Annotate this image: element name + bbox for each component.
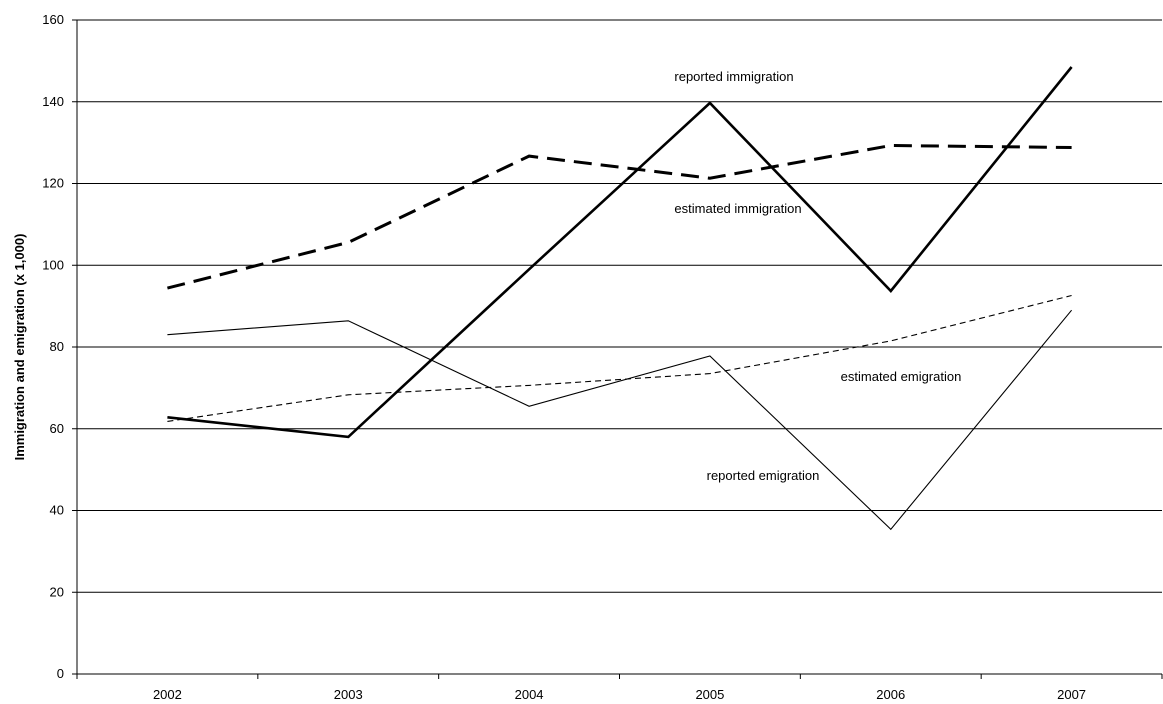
series-label-estimated-immigration: estimated immigration [674, 201, 801, 216]
series-line-estimated-emigration [167, 294, 1072, 422]
series-line-reported-immigration [167, 66, 1073, 439]
series-label-reported-immigration: reported immigration [674, 69, 793, 84]
y-tick-labels: 0 20 40 60 80 100 120 140 160 [42, 12, 77, 681]
y-tick-label: 80 [50, 339, 64, 354]
gridlines [77, 19, 1162, 593]
series-label-estimated-emigration: estimated emigration [841, 369, 962, 384]
y-tick-label: 20 [50, 584, 64, 599]
x-tick-label: 2006 [876, 687, 905, 702]
y-tick-label: 60 [50, 421, 64, 436]
y-tick-label: 100 [42, 257, 64, 272]
y-tick-label: 0 [57, 666, 64, 681]
x-tick-labels: 2002 2003 2004 2005 2006 2007 [76, 674, 1163, 702]
x-tick-label: 2002 [153, 687, 182, 702]
y-tick-label: 160 [42, 12, 64, 27]
series-lines [167, 66, 1073, 531]
x-tick-label: 2007 [1057, 687, 1086, 702]
series-label-reported-emigration: reported emigration [707, 468, 820, 483]
series-line-reported-emigration [167, 309, 1073, 531]
series-line-estimated-immigration [167, 143, 1072, 290]
series-labels: reported immigration estimated immigrati… [674, 69, 961, 483]
y-axis-title: Immigration and emigration (x 1,000) [12, 234, 27, 461]
x-tick-label: 2005 [695, 687, 724, 702]
y-tick-label: 120 [42, 176, 64, 191]
y-tick-label: 140 [42, 94, 64, 109]
y-tick-label: 40 [50, 503, 64, 518]
x-tick-label: 2003 [334, 687, 363, 702]
x-tick-label: 2004 [515, 687, 544, 702]
